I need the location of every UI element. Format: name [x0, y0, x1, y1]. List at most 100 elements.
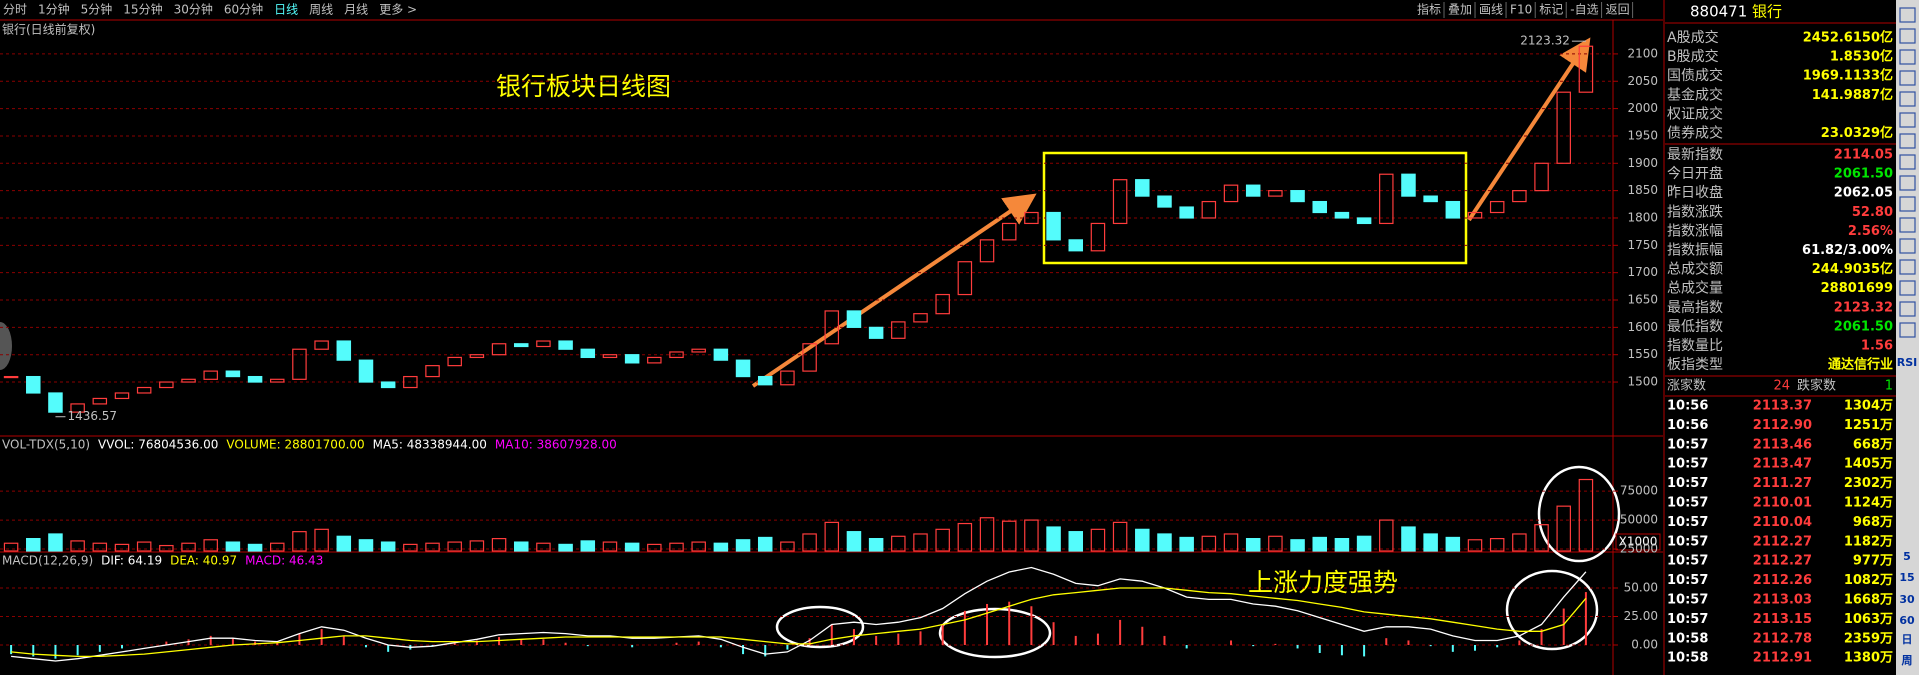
- unit-box: [1615, 533, 1661, 551]
- tool-icon[interactable]: [1899, 322, 1916, 338]
- stat-value: 2114.05: [1834, 148, 1893, 163]
- tool-icon[interactable]: [1899, 196, 1916, 212]
- candle: [1157, 195, 1172, 208]
- stat-value: 244.9035亿: [1812, 261, 1893, 277]
- tool-icon[interactable]: [1899, 133, 1916, 149]
- volume-bar: [159, 544, 174, 552]
- side-handle[interactable]: [0, 322, 12, 370]
- tick-price: 2112.27: [1753, 534, 1812, 549]
- volume-bar: [425, 542, 440, 552]
- side-tab[interactable]: RSI: [1897, 356, 1918, 369]
- index-name: 银行: [1752, 3, 1782, 21]
- y-tick-label: 1850: [1627, 183, 1658, 197]
- side-tab[interactable]: 60: [1899, 614, 1915, 627]
- tool-icon[interactable]: [1899, 49, 1916, 65]
- period-tab[interactable]: 1分钟: [38, 2, 70, 17]
- volume-bar: [580, 540, 596, 552]
- side-tab[interactable]: 30: [1899, 593, 1915, 606]
- tool-icon[interactable]: [1899, 217, 1916, 233]
- candle: [314, 340, 329, 350]
- volume-bar: [1112, 521, 1128, 552]
- tool-button[interactable]: 指标: [1417, 2, 1441, 17]
- volume-bar: [1268, 535, 1283, 552]
- volume-bar: [1046, 526, 1061, 552]
- y-tick-label: 1700: [1627, 265, 1658, 279]
- tool-icon[interactable]: [1899, 112, 1916, 128]
- tick-price: 2111.27: [1753, 476, 1812, 491]
- tool-icon[interactable]: [1899, 259, 1916, 275]
- tool-button[interactable]: 叠加: [1448, 3, 1472, 17]
- period-tab[interactable]: 更多 >: [379, 3, 417, 17]
- high-label: 2123.32: [1520, 34, 1570, 48]
- period-tab[interactable]: 30分钟: [174, 2, 213, 17]
- tool-button[interactable]: F10: [1510, 3, 1532, 17]
- highlight-ellipse: [1505, 569, 1599, 651]
- tick-price: 2113.47: [1753, 457, 1812, 472]
- side-tab[interactable]: 日: [1902, 633, 1913, 646]
- candle: [1578, 45, 1594, 93]
- stat-value: 1.56: [1861, 339, 1893, 354]
- tool-button[interactable]: 标记: [1539, 3, 1563, 17]
- y-tick-label: 1800: [1627, 210, 1658, 224]
- period-tab[interactable]: 日线: [274, 3, 298, 17]
- y-tick-label: 1950: [1627, 128, 1658, 142]
- period-tab[interactable]: 月线: [344, 3, 368, 17]
- volume-bar: [403, 543, 418, 552]
- y-tick-label: 1900: [1627, 156, 1658, 170]
- stat-label: 昨日收盘: [1667, 184, 1723, 201]
- tool-icon[interactable]: [1899, 301, 1916, 317]
- candle: [580, 348, 596, 359]
- candle: [270, 378, 285, 383]
- period-tab[interactable]: 15分钟: [123, 2, 162, 17]
- indicator-legend: DEA: 40.97: [170, 554, 237, 568]
- candle: [1534, 162, 1549, 192]
- side-tab[interactable]: 周: [1902, 654, 1913, 667]
- tool-icon[interactable]: [1899, 28, 1916, 44]
- candle: [181, 378, 196, 383]
- stat-label: 最新指数: [1667, 147, 1723, 163]
- period-tab[interactable]: 分时: [3, 3, 27, 17]
- candle: [1379, 173, 1394, 225]
- tool-button[interactable]: 返回: [1606, 3, 1630, 17]
- tick-price: 2110.01: [1753, 496, 1812, 511]
- candle: [1090, 222, 1106, 252]
- candle: [1334, 211, 1350, 219]
- stat-value: 2.56%: [1848, 224, 1893, 239]
- tool-button[interactable]: -自选: [1570, 3, 1598, 17]
- candle: [691, 348, 706, 353]
- candle: [1512, 190, 1527, 203]
- period-tab[interactable]: 5分钟: [81, 2, 113, 17]
- side-tab[interactable]: 5: [1903, 550, 1911, 563]
- candle: [1290, 190, 1305, 203]
- candle: [935, 293, 950, 315]
- candle: [1312, 200, 1327, 214]
- candle: [225, 370, 241, 378]
- candle: [824, 310, 840, 345]
- indicator-legend: MA5: 48338944.00: [373, 438, 487, 452]
- volume-bar: [114, 543, 130, 552]
- y-tick-label: 2000: [1627, 101, 1658, 115]
- stat-label: 指数量比: [1667, 338, 1723, 354]
- tool-icon[interactable]: [1899, 238, 1916, 254]
- stat-value: 2062.05: [1834, 186, 1893, 201]
- tick-time: 10:57: [1667, 534, 1708, 549]
- tick-volume: 1063万: [1844, 612, 1893, 627]
- candle: [203, 370, 218, 380]
- tool-icon[interactable]: [1899, 280, 1916, 296]
- side-tab[interactable]: 15: [1899, 571, 1914, 584]
- tool-icon[interactable]: [1899, 175, 1916, 191]
- stat-label: 最低指数: [1667, 319, 1723, 335]
- tool-icon[interactable]: [1899, 91, 1916, 107]
- candle: [1068, 239, 1084, 252]
- tool-icon[interactable]: [1899, 7, 1916, 23]
- period-tab[interactable]: 周线: [309, 3, 333, 17]
- period-tab[interactable]: 60分钟: [224, 2, 263, 17]
- stat-label: 权证成交: [1667, 105, 1723, 122]
- tool-icon[interactable]: [1899, 70, 1916, 86]
- candle: [114, 392, 130, 400]
- y-tick-label: 50.00: [1624, 581, 1658, 595]
- volume-bar: [1245, 538, 1261, 552]
- tool-icon[interactable]: [1899, 154, 1916, 170]
- tool-button[interactable]: 画线: [1479, 3, 1503, 17]
- y-tick-label: 25000: [1620, 542, 1658, 556]
